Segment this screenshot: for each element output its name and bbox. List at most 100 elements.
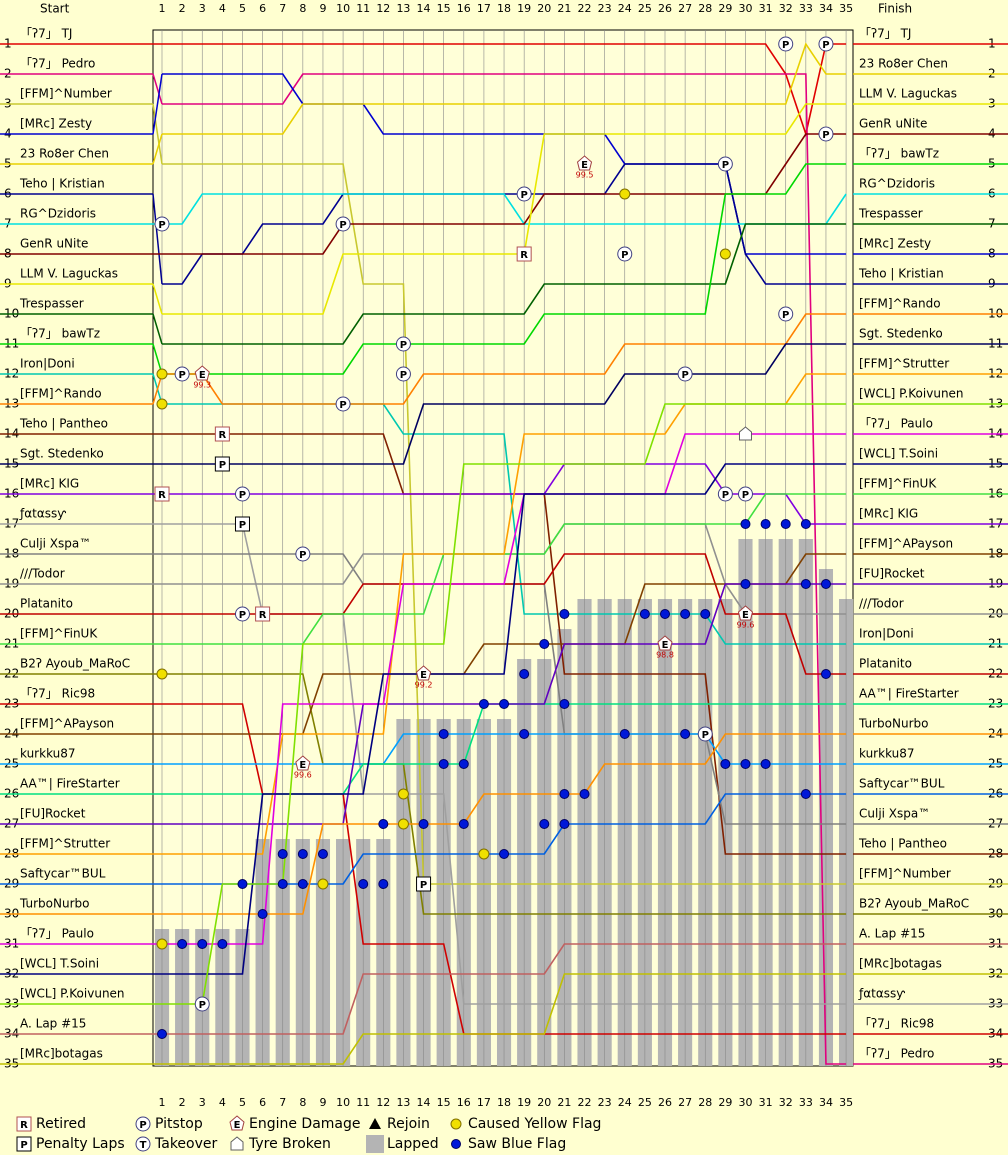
lap-label-top: 13 — [396, 2, 410, 15]
symbol-letter: P — [400, 340, 407, 351]
lap-label-top: 26 — [658, 2, 672, 15]
symbol-letter: P — [782, 40, 789, 51]
event-marker — [760, 759, 771, 769]
event-marker — [559, 699, 570, 709]
event-marker — [740, 519, 751, 529]
lap-label-bottom: 18 — [497, 1096, 511, 1109]
lap-label-bottom: 11 — [356, 1096, 370, 1109]
event-marker — [234, 516, 250, 532]
lap-label-bottom: 16 — [457, 1096, 471, 1109]
event-marker — [519, 729, 530, 739]
event-marker — [335, 216, 351, 232]
symbol-letter: E — [420, 670, 427, 681]
lap-label-top: 15 — [437, 2, 451, 15]
driver-line — [162, 103, 847, 315]
finish-driver-name: Saftycar™BUL — [859, 777, 945, 791]
event-marker — [415, 665, 432, 681]
event-marker — [156, 668, 168, 680]
start-driver-name: GenR uNite — [20, 237, 88, 251]
lap-label-top: 34 — [819, 2, 833, 15]
symbol-letter: P — [782, 310, 789, 321]
finish-driver-name: [FU]Rocket — [859, 567, 925, 581]
finish-driver-name: [FFM]^Strutter — [859, 357, 949, 371]
lap-label-top: 9 — [319, 2, 326, 15]
event-marker — [539, 819, 550, 829]
event-marker — [395, 366, 411, 382]
event-marker — [277, 879, 288, 889]
event-marker — [194, 996, 210, 1012]
symbol-letter: P — [722, 490, 729, 501]
start-header: Start — [40, 2, 70, 16]
start-driver-name: Platanito — [20, 597, 73, 611]
event-marker — [255, 606, 271, 622]
symbol-letter: P — [400, 370, 407, 381]
finish-driver-name: [MRc] Zesty — [859, 237, 931, 251]
symbol-letter: P — [339, 220, 346, 231]
symbol-letter: T — [140, 1140, 147, 1151]
symbol-letter: P — [239, 490, 246, 501]
event-marker — [760, 519, 771, 529]
lap-label-bottom: 30 — [738, 1096, 752, 1109]
start-driver-name: 「ʔ7」 bawTz — [20, 327, 100, 341]
lap-label-bottom: 32 — [779, 1096, 793, 1109]
event-marker — [237, 879, 248, 889]
symbol-letter: P — [239, 610, 246, 621]
lap-label-bottom: 15 — [437, 1096, 451, 1109]
legend-label: Lapped — [387, 1136, 439, 1152]
event-marker — [778, 36, 794, 52]
lap-label-top: 28 — [698, 2, 712, 15]
driver-line — [162, 193, 847, 225]
symbol-letter: R — [20, 1120, 28, 1131]
event-marker — [154, 486, 170, 502]
event-marker — [478, 699, 489, 709]
event-marker — [378, 819, 389, 829]
event-marker — [297, 849, 308, 859]
legend-symbol — [16, 1116, 32, 1132]
finish-driver-name: Iron|Doni — [859, 627, 914, 641]
event-marker — [214, 426, 230, 442]
finish-driver-name: A. Lap #15 — [859, 927, 925, 941]
event-marker — [416, 876, 432, 892]
lap-label-bottom: 1 — [159, 1096, 166, 1109]
lap-label-top: 1 — [159, 2, 166, 15]
event-note: 99.6 — [737, 621, 755, 630]
finish-driver-name: TurboNurbo — [858, 717, 928, 731]
lap-label-bottom: 5 — [239, 1096, 246, 1109]
event-marker — [559, 609, 570, 619]
event-marker — [680, 729, 691, 739]
legend-symbol — [451, 1139, 461, 1149]
driver-line — [162, 73, 847, 1065]
start-driver-name: TurboNurbo — [19, 897, 89, 911]
symbol-letter: E — [299, 760, 306, 771]
start-driver-name: Sgt. Stedenko — [20, 447, 104, 461]
legend-label: Pitstop — [155, 1116, 203, 1132]
start-driver-name: [FFM]^Rando — [20, 387, 102, 401]
finish-driver-name: AA™| FireStarter — [859, 687, 959, 701]
lap-label-top: 35 — [839, 2, 853, 15]
event-marker — [295, 755, 311, 771]
event-marker — [157, 1029, 167, 1039]
symbol-letter: R — [158, 490, 166, 501]
event-marker — [818, 36, 834, 52]
event-marker — [639, 609, 650, 619]
lap-label-top: 16 — [457, 2, 471, 15]
lap-label-bottom: 27 — [678, 1096, 692, 1109]
finish-driver-name: ƒαtαssƴ — [858, 987, 905, 1001]
legend-symbol — [135, 1136, 151, 1152]
driver-start-segment — [152, 73, 163, 135]
event-marker — [660, 609, 670, 619]
finish-driver-name: Platanito — [859, 657, 912, 671]
event-note: 99.2 — [415, 681, 433, 690]
driver-start-segment — [152, 103, 163, 165]
lap-label-bottom: 35 — [839, 1096, 853, 1109]
start-driver-name: Saftycar™BUL — [20, 867, 106, 881]
legend-symbol — [450, 1118, 462, 1130]
lap-label-top: 29 — [718, 2, 732, 15]
event-marker — [720, 759, 731, 769]
finish-driver-name: Teho | Pantheo — [858, 837, 947, 851]
symbol-letter: P — [702, 730, 709, 741]
event-marker — [717, 486, 733, 502]
start-driver-name: Iron|Doni — [20, 357, 75, 371]
finish-driver-name: [FFM]^Rando — [859, 297, 941, 311]
event-marker — [800, 579, 811, 589]
